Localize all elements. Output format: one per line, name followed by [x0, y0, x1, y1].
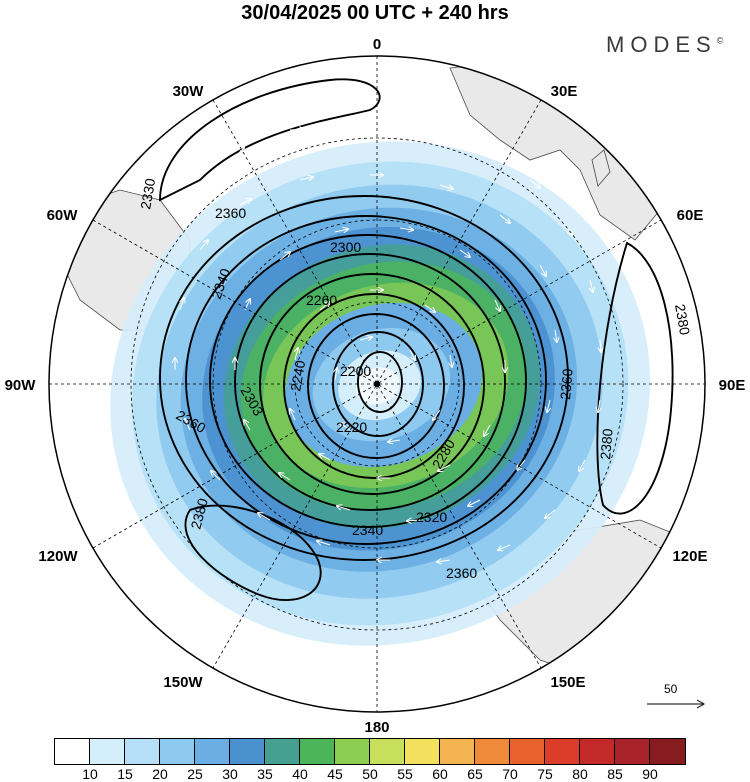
- colorbar-label: 70: [502, 766, 518, 782]
- colorbar-label: 90: [642, 766, 658, 782]
- contour-label: 2360: [215, 205, 246, 221]
- lon-label-150w: 150W: [163, 674, 203, 691]
- colorbar-label: 85: [607, 766, 623, 782]
- colorbar-swatch: [55, 739, 90, 764]
- colorbar-label: 45: [327, 766, 343, 782]
- polar-stereographic-map: 2200 2220 2240 2260 2300 2320 2340 2360 …: [5, 36, 746, 735]
- colorbar-swatch: [650, 739, 685, 764]
- colorbar-label: 55: [397, 766, 413, 782]
- colorbar-swatch: [335, 739, 370, 764]
- contour-label: 2200: [340, 363, 371, 379]
- colorbar-swatch: [510, 739, 545, 764]
- lon-label-120e: 120E: [672, 548, 707, 565]
- colorbar-swatch: [90, 739, 125, 764]
- colorbar-swatch: [195, 739, 230, 764]
- colorbar-labels: 10 15 20 25 30 35 40 45 50 55 60 65 70 75 80 85 90: [0, 766, 750, 782]
- colorbar-label: 20: [152, 766, 168, 782]
- lon-label-150e: 150E: [550, 674, 585, 691]
- lon-label-30e: 30E: [551, 83, 578, 100]
- lon-label-90e: 90E: [719, 377, 746, 394]
- contour-label: 2340: [352, 522, 383, 538]
- map-title: 30/04/2025 00 UTC + 240 hrs: [241, 2, 509, 24]
- reference-vector-label: 50: [664, 682, 678, 696]
- colorbar-label: 40: [292, 766, 308, 782]
- colorbar-swatch: [230, 739, 265, 764]
- land-madagascar: [591, 149, 611, 187]
- contour-label: 2330: [137, 177, 158, 211]
- colorbar-swatch: [545, 739, 580, 764]
- lon-label-0: 0: [373, 36, 381, 53]
- colorbar-swatch: [125, 739, 160, 764]
- contour-label: 2380: [672, 303, 693, 337]
- south-pole-marker: [374, 381, 380, 387]
- colorbar: [54, 738, 686, 765]
- map-boundary: [48, 55, 706, 713]
- colorbar-swatch: [440, 739, 475, 764]
- lon-label-180: 180: [364, 719, 389, 735]
- colorbar-label: 25: [187, 766, 203, 782]
- colorbar-label: 65: [467, 766, 483, 782]
- colorbar-label: 15: [117, 766, 133, 782]
- colorbar-label: 60: [432, 766, 448, 782]
- contour-label: 2300: [330, 239, 361, 255]
- colorbar-label: 10: [82, 766, 98, 782]
- contour-label: 2380: [597, 428, 616, 461]
- contour-label: 2360: [446, 565, 477, 581]
- height-contours: [159, 78, 674, 601]
- contour-label: 2220: [336, 419, 367, 435]
- wind-vectors: [175, 125, 601, 562]
- contour-label: 2260: [306, 292, 337, 308]
- contour-label: 2360: [557, 368, 576, 401]
- longitude-labels: 0 30E 60E 90E 120E 150E 180 150W 120W 90…: [5, 36, 746, 735]
- colorbar-swatch: [265, 739, 300, 764]
- lon-label-90w: 90W: [5, 377, 37, 394]
- modes-logo: MODES©: [606, 32, 724, 57]
- lon-label-30w: 30W: [173, 83, 205, 100]
- contour-label: 2380: [187, 496, 211, 530]
- colorbar-swatch: [615, 739, 650, 764]
- colorbar-label: 75: [537, 766, 553, 782]
- colorbar-swatch: [405, 739, 440, 764]
- lon-label-60w: 60W: [47, 207, 79, 224]
- colorbar-label: 80: [572, 766, 588, 782]
- right-arrow-icon: [647, 699, 706, 709]
- graticule: [49, 56, 705, 712]
- lon-label-120w: 120W: [38, 548, 78, 565]
- contour-label: 2320: [416, 509, 447, 525]
- colorbar-label: 35: [257, 766, 273, 782]
- colorbar-swatch: [370, 739, 405, 764]
- colorbar-label: 50: [362, 766, 378, 782]
- colorbar-label: 30: [222, 766, 238, 782]
- contour-label: 2240: [287, 359, 308, 393]
- colorbar-swatch: [475, 739, 510, 764]
- colorbar-swatch: [160, 739, 195, 764]
- colorbar-swatch: [580, 739, 615, 764]
- lon-label-60e: 60E: [677, 207, 704, 224]
- colorbar-swatch: [300, 739, 335, 764]
